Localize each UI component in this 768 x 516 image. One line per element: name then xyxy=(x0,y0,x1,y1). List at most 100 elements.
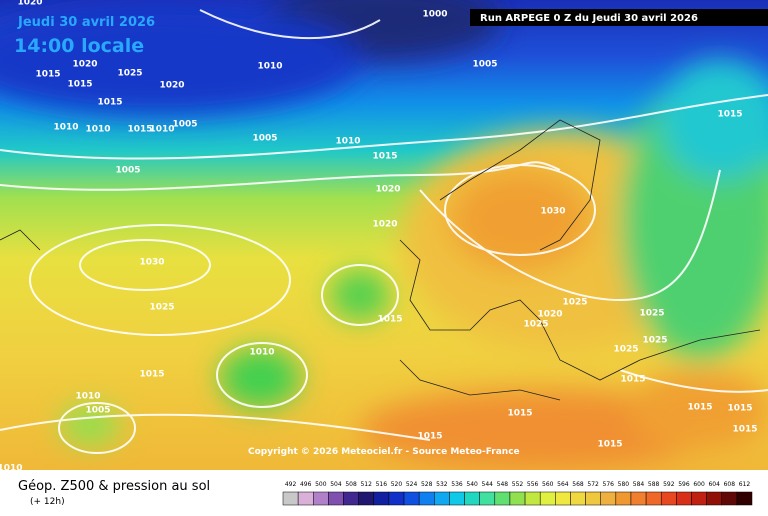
scale-label: 560 xyxy=(542,481,554,488)
scale-label: 564 xyxy=(557,481,569,488)
scale-cell xyxy=(494,491,511,506)
isobar-label: 1015 xyxy=(727,404,752,414)
scale-label: 520 xyxy=(391,481,403,488)
scale-label: 552 xyxy=(512,481,524,488)
scale-label: 516 xyxy=(376,481,388,488)
isobar-label: 1010 xyxy=(85,125,110,135)
isobar-label: 1000 xyxy=(422,10,447,20)
color-scale: 492 496 500 504 508 512 516 520 524 528 532 536 540 5… xyxy=(282,481,753,506)
map-area xyxy=(0,0,768,470)
isobar-label: 1025 xyxy=(639,309,664,319)
scale-label: 500 xyxy=(315,481,327,488)
scale-cell xyxy=(660,491,677,506)
isobar-label: 1010 xyxy=(335,137,360,147)
scale-cell xyxy=(449,491,465,506)
isobar-label: 1010 xyxy=(249,348,274,358)
isobar-label: 1020 xyxy=(159,81,184,91)
isobar-label: 1025 xyxy=(613,345,638,355)
scale-label: 504 xyxy=(330,481,342,488)
scale-cell xyxy=(388,491,405,506)
scale-label: 600 xyxy=(693,481,705,488)
isobar-label: 1005 xyxy=(115,166,140,176)
scale-cell xyxy=(615,491,632,506)
scale-cell xyxy=(343,491,359,506)
isobar-label: 1020 xyxy=(375,185,400,195)
scale-label: 592 xyxy=(663,481,675,488)
isobar-label: 1015 xyxy=(620,375,645,385)
scale-label: 568 xyxy=(572,481,584,488)
scale-cell xyxy=(539,491,556,506)
scale-label: 580 xyxy=(618,481,630,488)
footer-lead: (+ 12h) xyxy=(30,497,65,507)
isobar-label: 1010 xyxy=(53,123,78,133)
isobar-label: 1025 xyxy=(642,336,667,346)
scale-label: 544 xyxy=(482,481,494,488)
isobar-label: 1015 xyxy=(417,432,442,442)
scale-cell xyxy=(509,491,526,506)
scale-cell xyxy=(418,491,435,506)
scale-cell xyxy=(736,491,753,506)
isobar-label: 1005 xyxy=(252,134,277,144)
scale-cell xyxy=(570,491,586,506)
isobar-label: 1025 xyxy=(523,320,548,330)
scale-label: 596 xyxy=(678,481,690,488)
scale-cell xyxy=(297,491,314,506)
copyright: Copyright © 2026 Meteociel.fr - Source M… xyxy=(248,447,520,457)
scale-cell xyxy=(373,491,390,506)
isobar-label: 1015 xyxy=(377,315,402,325)
scale-label: 604 xyxy=(708,481,720,488)
scale-cell xyxy=(630,491,647,506)
scale-cell xyxy=(328,491,344,506)
isobar-label: 1005 xyxy=(172,120,197,130)
isobar-label: 1015 xyxy=(35,70,60,80)
scale-cell xyxy=(464,491,480,506)
isobar-label: 1030 xyxy=(540,207,565,217)
isobar-label: 1015 xyxy=(507,409,532,419)
isobar-label: 1010 xyxy=(149,125,174,135)
scale-label: 540 xyxy=(466,481,478,488)
isobar-label: 1015 xyxy=(97,98,122,108)
isobar-label: 1005 xyxy=(85,406,110,416)
isobar-label: 1015 xyxy=(732,425,757,435)
scale-label: 584 xyxy=(633,481,645,488)
date-label: Jeudi 30 avril 2026 xyxy=(17,15,155,30)
scale-cell xyxy=(434,491,450,506)
scale-label: 496 xyxy=(300,481,312,488)
isobar-label: 1015 xyxy=(717,110,742,120)
isobar-label: 1015 xyxy=(127,125,152,135)
scale-label: 556 xyxy=(527,481,539,488)
scale-cell xyxy=(585,491,601,506)
scale-cell xyxy=(524,491,541,506)
scale-label: 508 xyxy=(345,481,357,488)
run-label: Run ARPEGE 0 Z du Jeudi 30 avril 2026 xyxy=(480,13,698,24)
scale-cell xyxy=(676,491,692,506)
scale-label: 524 xyxy=(406,481,418,488)
footer-title: Géop. Z500 & pression au sol xyxy=(18,479,210,494)
isobar-label: 1020 xyxy=(372,220,397,230)
scale-cell xyxy=(706,491,722,506)
isobar-label: 1025 xyxy=(117,69,142,79)
scale-cell xyxy=(691,491,707,506)
scale-label: 528 xyxy=(421,481,433,488)
scale-label: 536 xyxy=(451,481,463,488)
scale-label: 512 xyxy=(360,481,372,488)
isobar-label: 1020 xyxy=(17,0,42,8)
isobar-label: 1025 xyxy=(562,298,587,308)
scale-cell xyxy=(282,491,299,506)
scale-cell xyxy=(721,491,738,506)
scale-label: 608 xyxy=(724,481,736,488)
isobar-label: 1030 xyxy=(139,258,164,268)
scale-cell xyxy=(555,491,571,506)
scale-label: 576 xyxy=(603,481,615,488)
isobar-label: 1025 xyxy=(149,303,174,313)
scale-cell xyxy=(358,491,375,506)
isobar-label: 1015 xyxy=(139,370,164,380)
isobar-label: 1010 xyxy=(0,464,23,474)
isobar-label: 1015 xyxy=(372,152,397,162)
isobar-label: 1005 xyxy=(472,60,497,70)
scale-cell xyxy=(645,491,662,506)
scale-label: 548 xyxy=(497,481,509,488)
scale-label: 612 xyxy=(739,481,751,488)
